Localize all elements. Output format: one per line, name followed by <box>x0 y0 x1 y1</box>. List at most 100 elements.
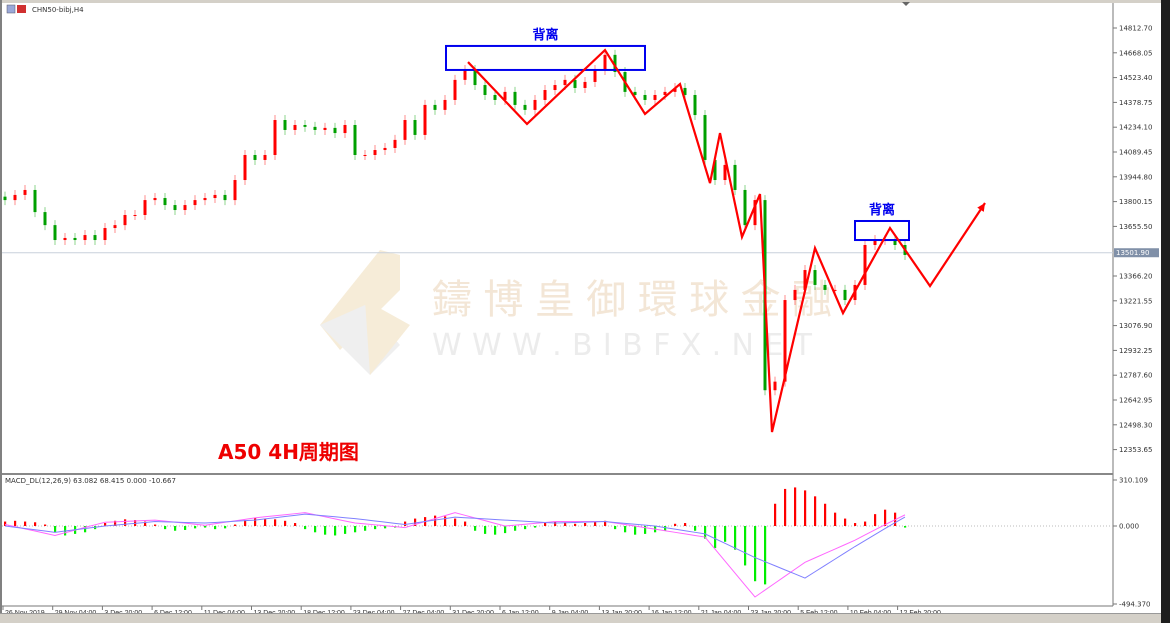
chart-window-icon <box>6 4 16 14</box>
macd-tick-label: -494.370 <box>1119 601 1150 609</box>
macd-histogram-bar <box>494 526 497 535</box>
price-tick-label: 12642.95 <box>1119 397 1152 405</box>
candle-body <box>673 87 677 92</box>
chart-label: A50 4H周期图 <box>218 440 359 464</box>
candle-body <box>393 139 397 148</box>
macd-histogram-bar <box>324 526 327 535</box>
macd-histogram-bar <box>844 518 847 526</box>
candle-body <box>83 235 87 241</box>
macd-histogram-bar <box>764 526 767 585</box>
macd-histogram-bar <box>514 526 517 531</box>
candle-body <box>873 240 877 246</box>
price-tick-label: 12353.65 <box>1119 446 1152 454</box>
candle-body <box>323 127 327 130</box>
divergence-label-2: 背离 <box>869 202 895 218</box>
macd-histogram-bar <box>804 490 807 526</box>
macd-histogram-bar <box>374 526 377 530</box>
macd-pane <box>4 487 907 598</box>
macd-histogram-bar <box>4 521 7 526</box>
candle-body <box>63 237 67 241</box>
candle-body <box>263 154 267 160</box>
window-top-border <box>0 0 1170 3</box>
macd-histogram-bar <box>794 487 797 526</box>
window-right-border <box>1161 0 1170 623</box>
chart-shift-marker-icon[interactable] <box>902 2 910 6</box>
candle-body <box>823 284 827 290</box>
macd-histogram-bar <box>224 526 227 529</box>
macd-histogram-bar <box>464 521 467 526</box>
macd-histogram-bar <box>714 526 717 549</box>
price-tick-label: 12932.25 <box>1119 347 1152 355</box>
macd-histogram-bar <box>534 526 537 528</box>
macd-histogram-bar <box>344 526 347 534</box>
price-tick-label: 14378.75 <box>1119 99 1152 107</box>
price-tick-label: 13800.15 <box>1119 198 1152 206</box>
candle-body <box>743 189 747 226</box>
candle-body <box>813 270 817 285</box>
macd-histogram-bar <box>14 520 17 526</box>
candle-body <box>183 205 187 211</box>
candle-body <box>713 159 717 181</box>
candle-body <box>803 270 807 290</box>
macd-histogram-bar <box>874 514 877 526</box>
macd-histogram-bar <box>644 526 647 534</box>
price-tick-label: 13076.90 <box>1119 322 1152 330</box>
candles <box>3 49 907 396</box>
candle-body <box>703 115 707 160</box>
price-tick-label: 13944.80 <box>1119 173 1152 181</box>
candle-body <box>593 69 597 82</box>
candle-body <box>203 198 207 201</box>
chart-tabs-bar[interactable] <box>0 613 1161 623</box>
price-tick-label: 12787.60 <box>1119 372 1152 380</box>
macd-histogram-bar <box>384 526 387 529</box>
macd-histogram-bar <box>444 516 447 526</box>
macd-histogram-bar <box>194 526 197 529</box>
candle-body <box>93 235 97 241</box>
candle-body <box>633 91 637 95</box>
macd-histogram-bar <box>674 523 677 526</box>
candle-body <box>173 205 177 211</box>
macd-histogram-bar <box>164 526 167 530</box>
macd-histogram-bar <box>284 520 287 526</box>
macd-histogram-bar <box>734 526 737 550</box>
macd-histogram-bar <box>244 520 247 526</box>
macd-indicator-title: MACD_DL(12,26,9) 63.082 68.415 0.000 -10… <box>5 477 176 485</box>
candle-body <box>863 245 867 285</box>
candle-body <box>233 180 237 201</box>
candle-body <box>573 79 577 88</box>
candle-body <box>413 120 417 135</box>
candle-body <box>273 120 277 155</box>
macd-histogram-bar <box>334 526 337 536</box>
candle-body <box>223 194 227 201</box>
macd-histogram-bar <box>564 522 567 526</box>
macd-histogram-bar <box>684 523 687 526</box>
watermark-url: W W W . B I B F X . N E T <box>432 328 813 363</box>
candle-body <box>653 94 657 100</box>
candle-body <box>23 189 27 195</box>
candle-body <box>73 237 77 241</box>
price-tick-label: 14089.45 <box>1119 149 1152 157</box>
macd-histogram-bar <box>414 518 417 526</box>
candle-body <box>543 90 547 100</box>
price-tick-label: 14523.40 <box>1119 74 1152 82</box>
macd-histogram-bar <box>774 503 777 526</box>
macd-histogram-bar <box>294 523 297 526</box>
candle-body <box>683 87 687 95</box>
macd-histogram-bar <box>864 521 867 526</box>
candle-body <box>643 94 647 100</box>
macd-histogram-bar <box>524 526 527 530</box>
candle-body <box>583 81 587 88</box>
candle-body <box>113 225 117 229</box>
macd-histogram-bar <box>104 523 107 526</box>
macd-histogram-bar <box>154 524 157 526</box>
macd-histogram-bar <box>204 526 207 528</box>
macd-histogram-bar <box>724 526 727 542</box>
macd-histogram-bar <box>264 518 267 526</box>
price-tick-label: 14812.70 <box>1119 25 1152 33</box>
candle-body <box>363 154 367 156</box>
candle-body <box>723 164 727 181</box>
candle-body <box>383 147 387 151</box>
divergence-box <box>445 44 646 71</box>
